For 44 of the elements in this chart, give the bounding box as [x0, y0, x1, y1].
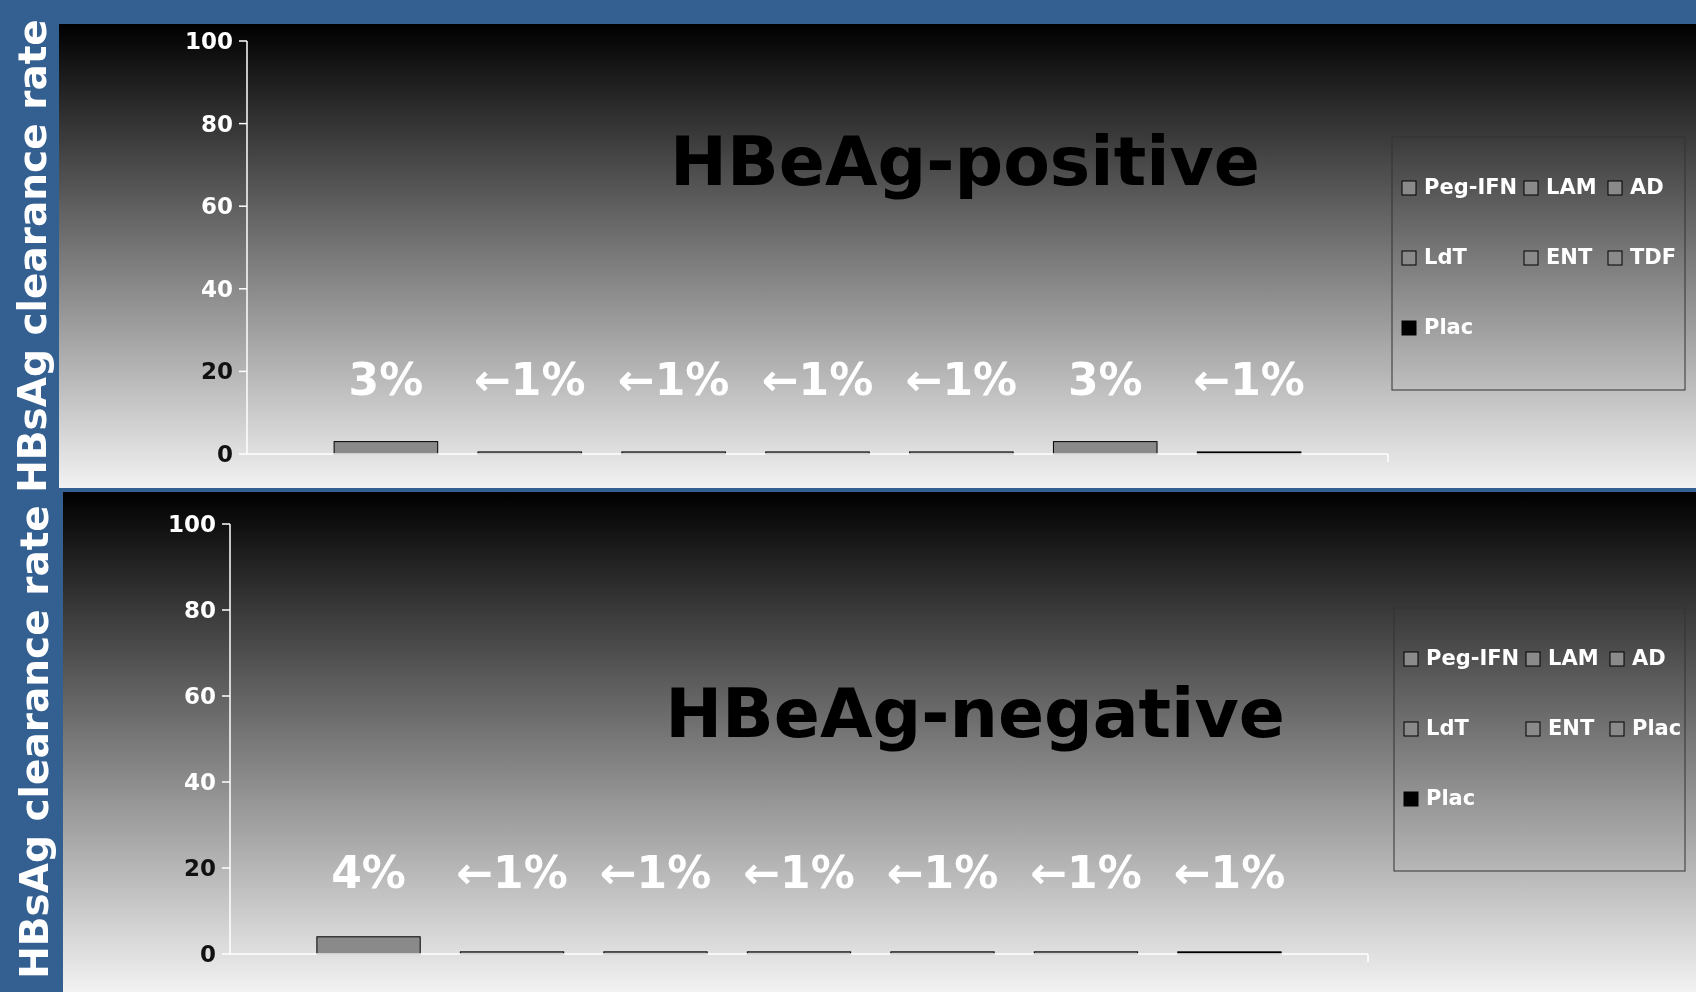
legend-label: LdT — [1424, 245, 1468, 269]
legend-label: Plac — [1632, 716, 1682, 740]
data-label: ←1% — [1193, 354, 1305, 405]
data-label: ←1% — [905, 354, 1018, 405]
legend-label: LAM — [1546, 175, 1597, 199]
y-tick-label: 0 — [199, 941, 216, 968]
y-tick-label: 100 — [184, 28, 233, 55]
y-axis-title: HBsAg clearance rate — [10, 19, 56, 493]
legend-label: Peg-IFN — [1426, 646, 1520, 670]
y-tick-label: 60 — [200, 193, 233, 220]
data-label: ←1% — [743, 847, 855, 898]
y-tick-label: 80 — [200, 110, 233, 137]
y-tick-label: 100 — [167, 511, 216, 538]
data-label: 3% — [348, 354, 424, 405]
legend-label: ENT — [1548, 716, 1595, 740]
data-label: ←1% — [1173, 847, 1286, 898]
y-tick-label: 40 — [183, 769, 216, 796]
y-tick-label: 80 — [183, 597, 216, 624]
text: HBeAg-positive — [670, 122, 1260, 201]
y-tick-label: 40 — [200, 275, 233, 302]
legend-label: TDF — [1630, 245, 1677, 269]
legend-label: LAM — [1548, 646, 1599, 670]
y-axis-title: HBsAg clearance rate — [12, 505, 58, 979]
legend-label: ENT — [1546, 245, 1593, 269]
data-label: ←1% — [456, 847, 568, 898]
data-label: ←1% — [761, 354, 874, 405]
legend-label: LdT — [1426, 716, 1470, 740]
data-label: ←1% — [617, 354, 730, 405]
legend-label: Plac — [1426, 786, 1476, 810]
text: HBeAg-negative — [665, 674, 1285, 753]
legend-label: AD — [1632, 646, 1666, 670]
data-label: ←1% — [473, 354, 586, 405]
data-label: 3% — [1067, 354, 1143, 405]
legend-label: Peg-IFN — [1424, 175, 1518, 199]
y-tick-label: 20 — [183, 855, 216, 882]
data-label: 4% — [331, 847, 406, 898]
legend-label: AD — [1630, 175, 1664, 199]
data-label: ←1% — [1030, 847, 1142, 898]
y-tick-label: 20 — [200, 358, 233, 385]
data-label: ←1% — [599, 847, 712, 898]
y-tick-label: 60 — [183, 683, 216, 710]
y-tick-label: 0 — [216, 441, 233, 468]
data-label: ←1% — [886, 847, 999, 898]
legend-label: Plac — [1424, 315, 1474, 339]
